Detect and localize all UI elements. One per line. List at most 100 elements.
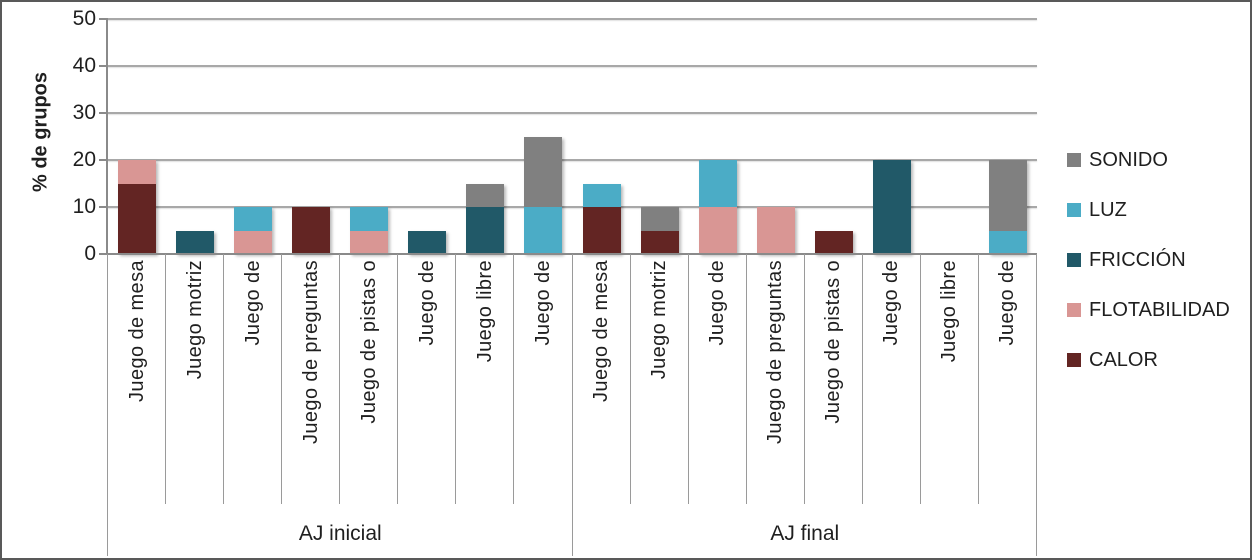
bar-segment-luz [582,183,621,207]
bar-stack [872,160,911,254]
bar-stack [756,207,795,254]
category-separator-line [339,254,341,504]
bar-segment-flotabilidad [698,207,737,254]
category-slot: Juego motriz [631,260,689,502]
bar-stack [466,183,505,254]
legend-swatch-flotabilidad [1067,303,1081,317]
group-label: AJ inicial [298,522,382,545]
bar-stack [640,207,679,254]
category-separator-line [455,254,457,504]
legend-swatch-friccion [1067,253,1081,267]
bar-segment-flotabilidad [350,230,389,254]
category-label: Juego libre [938,260,961,363]
group-separator-line [1036,254,1037,556]
x-axis-line [108,253,1037,255]
category-label: Juego de mesa [125,260,148,402]
legend-swatch-calor [1067,353,1081,367]
category-label: Juego de [996,260,1019,346]
bar-stack [350,207,389,254]
gridline [108,65,1037,67]
category-separator-line [513,254,515,504]
category-slot: Juego de [689,260,747,502]
bar-segment-calor [640,230,679,254]
y-axis-tick-mark [99,159,108,161]
bar-stack [292,207,331,254]
bar-segment-friccion [176,230,215,254]
legend-label: FRICCIÓN [1089,248,1186,271]
category-slot: Juego de [398,260,456,502]
legend-item-friccion: FRICCIÓN [1067,248,1186,272]
y-axis-title: % de grupos [29,71,52,193]
category-slot: Juego de mesa [573,260,631,502]
category-label: Juego de [241,260,264,346]
category-slot: Juego libre [921,260,979,502]
category-label: Juego de pistas o [357,260,380,424]
legend-label: FLOTABILIDAD [1089,298,1230,321]
legend-item-sonido: SONIDO [1067,148,1168,172]
category-slot: Juego de [863,260,921,502]
legend-item-calor: CALOR [1067,348,1158,372]
category-separator-line [861,254,863,504]
category-label: Juego de [706,260,729,346]
y-tick-label: 20 [72,148,96,171]
bar-segment-luz [350,207,389,231]
bar-segment-luz [698,160,737,207]
bar-stack [408,230,447,254]
category-slot: Juego de [979,260,1037,502]
legend-swatch-luz [1067,203,1081,217]
y-axis-tick-mark [99,18,108,20]
category-slot: Juego de preguntas [747,260,805,502]
category-slot: Juego de pistas o [805,260,863,502]
bar-stack [814,230,853,254]
bar-stack [988,160,1027,254]
bar-segment-calor [292,207,331,254]
category-slot: Juego de preguntas [282,260,340,502]
category-separator-line [919,254,921,504]
gridline [108,112,1037,114]
bar-segment-flotabilidad [756,207,795,254]
bar-stack [524,136,563,254]
category-slot: Juego de [224,260,282,502]
y-axis-tick-mark [99,253,108,255]
category-separator-line [629,254,631,504]
category-slot: Juego de [514,260,572,502]
bar-segment-friccion [872,160,911,254]
bar-segment-calor [814,230,853,254]
category-slot: Juego libre [456,260,514,502]
category-label: Juego libre [473,260,496,363]
legend-item-flotabilidad: FLOTABILIDAD [1067,298,1230,322]
legend-item-luz: LUZ [1067,198,1127,222]
category-separator-line [397,254,399,504]
bar-segment-sonido [640,207,679,231]
bar-segment-sonido [466,183,505,207]
bar-stack [118,160,157,254]
y-axis-tick-mark [99,206,108,208]
y-axis-line [106,19,108,254]
category-label: Juego de preguntas [764,260,787,445]
category-separator-line [165,254,167,504]
category-label: Juego de [415,260,438,346]
legend-label: SONIDO [1089,148,1168,171]
category-label: Juego motriz [183,260,206,380]
group-label: AJ final [770,522,840,545]
gridline [108,159,1037,161]
bar-segment-sonido [524,136,563,207]
plot-area [108,18,1037,254]
category-separator-line [745,254,747,504]
category-separator-line [803,254,805,504]
category-slot: Juego de pistas o [340,260,398,502]
legend-swatch-sonido [1067,153,1081,167]
gridline [108,206,1037,208]
category-separator-line [977,254,979,504]
category-label: Juego de preguntas [299,260,322,445]
group-separator-line [571,254,573,556]
bar-segment-calor [582,207,621,254]
category-separator-line [223,254,225,504]
bar-stack [234,207,273,254]
bar-stack [582,183,621,254]
category-separator-line [687,254,689,504]
bar-segment-luz [988,230,1027,254]
bar-segment-friccion [408,230,447,254]
category-label: Juego motriz [648,260,671,380]
